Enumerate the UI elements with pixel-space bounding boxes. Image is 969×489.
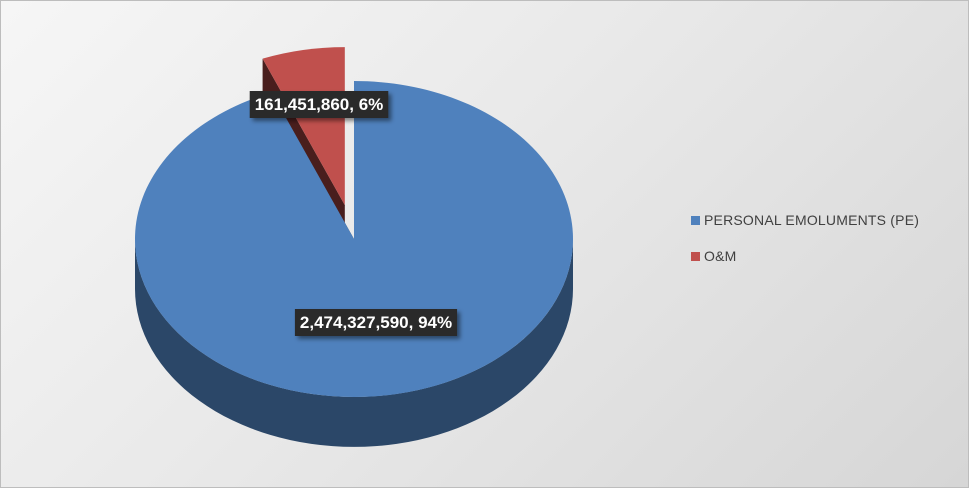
pie-slice-o-m bbox=[262, 47, 345, 206]
data-label-box-personal-emoluments-pe bbox=[294, 309, 458, 336]
legend-item-pe: PERSONAL EMOLUMENTS (PE) bbox=[691, 211, 919, 229]
pie-side-personal-emoluments-pe bbox=[135, 239, 573, 447]
data-label-personal-emoluments-pe: 2,474,327,590, 94% bbox=[294, 309, 458, 336]
legend-item-om: O&M bbox=[691, 247, 919, 265]
data-label-text-personal-emoluments-pe: 2,474,327,590, 94% bbox=[300, 313, 452, 332]
legend-label-om: O&M bbox=[704, 248, 737, 264]
legend-label-pe: PERSONAL EMOLUMENTS (PE) bbox=[704, 212, 920, 228]
data-label-o-m: 161,451,860, 6% bbox=[249, 91, 389, 118]
legend-swatch-pe bbox=[691, 215, 700, 225]
data-label-box-o-m bbox=[249, 91, 389, 118]
pie-slice-personal-emoluments-pe bbox=[134, 81, 573, 397]
legend: PERSONAL EMOLUMENTS (PE) O&M bbox=[691, 211, 919, 283]
legend-swatch-om bbox=[691, 251, 700, 261]
data-label-text-o-m: 161,451,860, 6% bbox=[255, 95, 384, 114]
